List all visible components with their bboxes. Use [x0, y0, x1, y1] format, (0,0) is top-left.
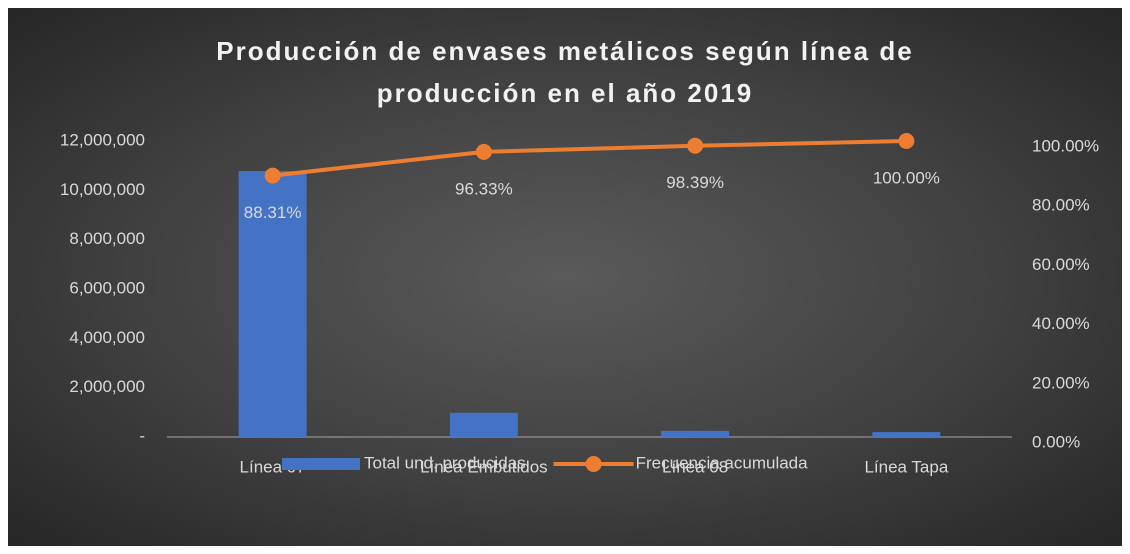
x-tick-label: Línea 08: [662, 457, 728, 476]
y2-tick-label: 100.00%: [1032, 136, 1099, 155]
y2-tick-label: 0.00%: [1032, 432, 1080, 451]
data-label: 96.33%: [455, 179, 513, 198]
y2-tick-label: 20.00%: [1032, 373, 1090, 392]
x-tick-label: Línea Tapa: [864, 457, 948, 476]
y2-tick-label: 80.00%: [1032, 196, 1090, 215]
y-tick-label: -: [139, 426, 145, 445]
line-point: [264, 167, 281, 184]
data-label: 88.31%: [244, 203, 302, 222]
legend-swatch: [585, 456, 602, 472]
y-tick-label: 2,000,000: [69, 377, 145, 396]
bar: [449, 412, 518, 437]
chart-title: Producción de envases metálicos según lí…: [216, 36, 914, 108]
legend-swatch: [282, 458, 360, 470]
bar: [872, 432, 941, 437]
y-tick-label: 10,000,000: [60, 180, 145, 199]
bar: [661, 430, 730, 437]
x-tick-label: Línea Embutidos: [420, 457, 548, 476]
legend-label: Frecuencia acumulada: [636, 453, 809, 472]
y2-tick-label: 40.00%: [1032, 314, 1090, 333]
data-label: 98.39%: [666, 173, 724, 192]
line-point: [475, 143, 492, 160]
chart-background: [8, 8, 1122, 546]
line: [272, 139, 907, 178]
bar: [238, 171, 307, 438]
y2-tick-label: 60.00%: [1032, 255, 1090, 274]
data-label: 100.00%: [873, 168, 940, 187]
y-tick-label: 12,000,000: [60, 130, 145, 149]
y-tick-label: 4,000,000: [69, 328, 145, 347]
legend-label: Total und. producidas: [364, 453, 526, 472]
y-tick-label: 6,000,000: [69, 278, 145, 297]
line-point: [898, 133, 915, 149]
line-point: [687, 137, 704, 154]
y-tick-label: 8,000,000: [69, 229, 145, 248]
